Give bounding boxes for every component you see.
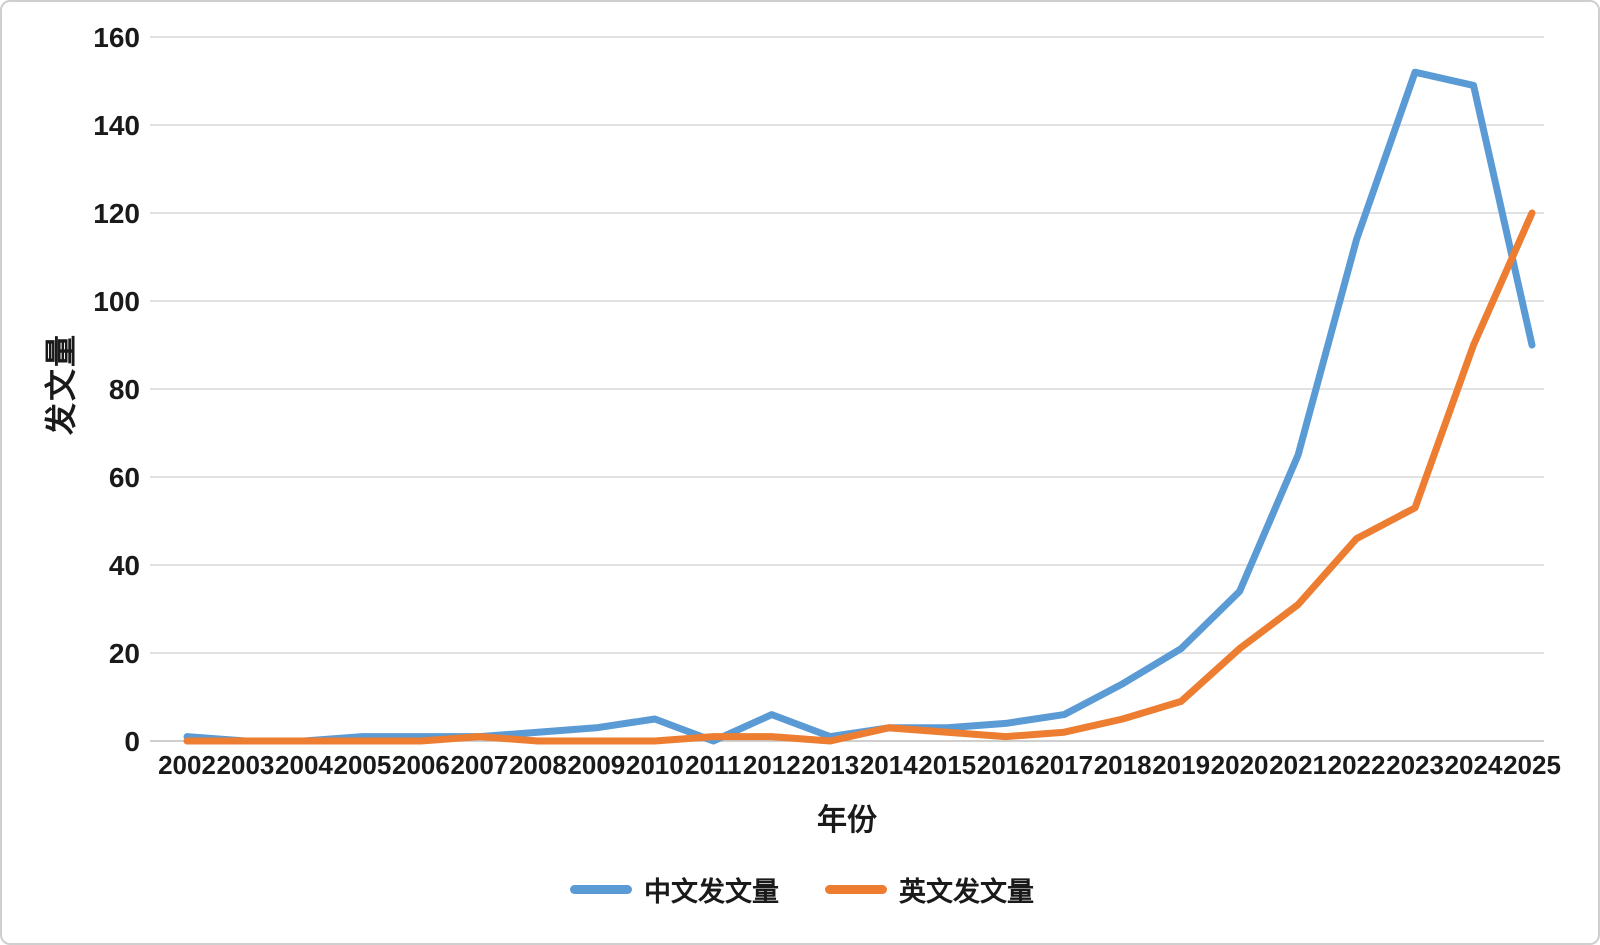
- x-tick-label: 2015: [918, 750, 976, 780]
- x-tick-label: 2010: [626, 750, 684, 780]
- x-tick-label: 2005: [334, 750, 392, 780]
- x-tick-label: 2024: [1445, 750, 1503, 780]
- x-tick-label: 2014: [860, 750, 918, 780]
- x-tick-label: 2023: [1386, 750, 1444, 780]
- x-tick-label: 2016: [977, 750, 1035, 780]
- y-tick-label: 160: [93, 22, 140, 53]
- x-tick-label: 2022: [1328, 750, 1386, 780]
- x-tick-label: 2020: [1211, 750, 1269, 780]
- x-tick-label: 2018: [1094, 750, 1152, 780]
- x-tick-label: 2011: [685, 750, 741, 780]
- x-tick-label: 2017: [1035, 750, 1093, 780]
- x-tick-label: 2021: [1269, 750, 1327, 780]
- legend-item: 中文发文量: [570, 870, 779, 909]
- y-tick-label: 0: [124, 726, 140, 757]
- y-tick-label: 140: [93, 110, 140, 141]
- legend-swatch-icon: [570, 885, 632, 894]
- y-tick-label: 40: [109, 550, 140, 581]
- y-axis-title: 发文量: [43, 332, 79, 436]
- x-tick-label: 2013: [801, 750, 859, 780]
- y-tick-label: 100: [93, 286, 140, 317]
- x-tick-label: 2004: [275, 750, 333, 780]
- legend-item: 英文发文量: [825, 870, 1034, 909]
- legend-swatch-icon: [825, 885, 887, 894]
- y-tick-label: 20: [109, 638, 140, 669]
- y-tick-label: 80: [109, 374, 140, 405]
- series-line-英文发文量: [183, 209, 1536, 745]
- x-axis-title: 年份: [817, 804, 877, 837]
- x-tick-label: 2019: [1152, 750, 1210, 780]
- x-tick-label: 2012: [743, 750, 801, 780]
- x-tick-label: 2003: [217, 750, 275, 780]
- series-line-中文发文量: [183, 68, 1536, 745]
- x-tick-label: 2025: [1503, 750, 1561, 780]
- legend-label: 英文发文量: [899, 877, 1034, 907]
- legend-label: 中文发文量: [644, 877, 779, 907]
- y-tick-label: 120: [93, 198, 140, 229]
- x-tick-label: 2002: [158, 750, 216, 780]
- x-tick-label: 2006: [392, 750, 450, 780]
- x-tick-label: 2008: [509, 750, 567, 780]
- y-tick-label: 60: [109, 462, 140, 493]
- x-tick-label: 2007: [450, 750, 508, 780]
- chart-legend: 中文发文量 英文发文量: [2, 870, 1598, 909]
- x-tick-label: 2009: [567, 750, 625, 780]
